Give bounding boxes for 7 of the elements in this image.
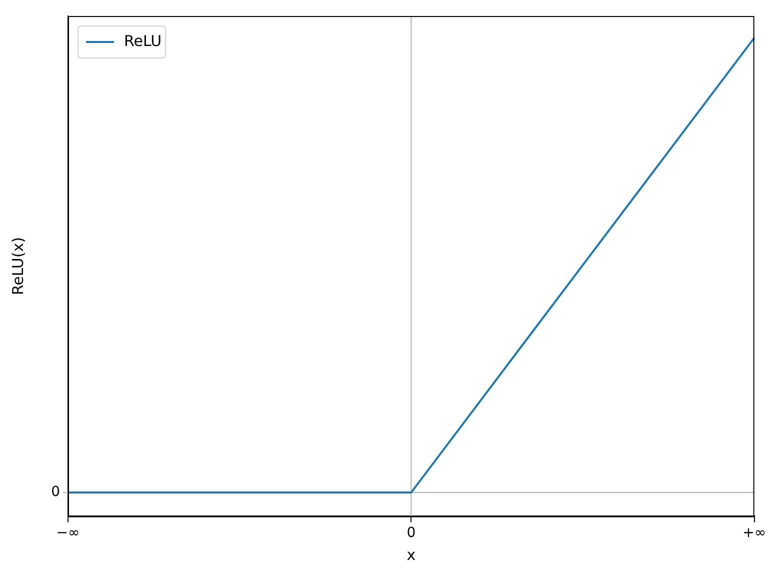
legend-label: ReLU [124, 32, 162, 50]
ref-line-label: 0 [51, 484, 60, 500]
x-tick-label: 0 [406, 525, 416, 542]
x-tick-label: +∞ [742, 525, 766, 542]
x-tick-label: −∞ [56, 525, 80, 542]
x-axis-title: x [406, 546, 416, 564]
y-axis-title: ReLU(x) [8, 237, 27, 296]
